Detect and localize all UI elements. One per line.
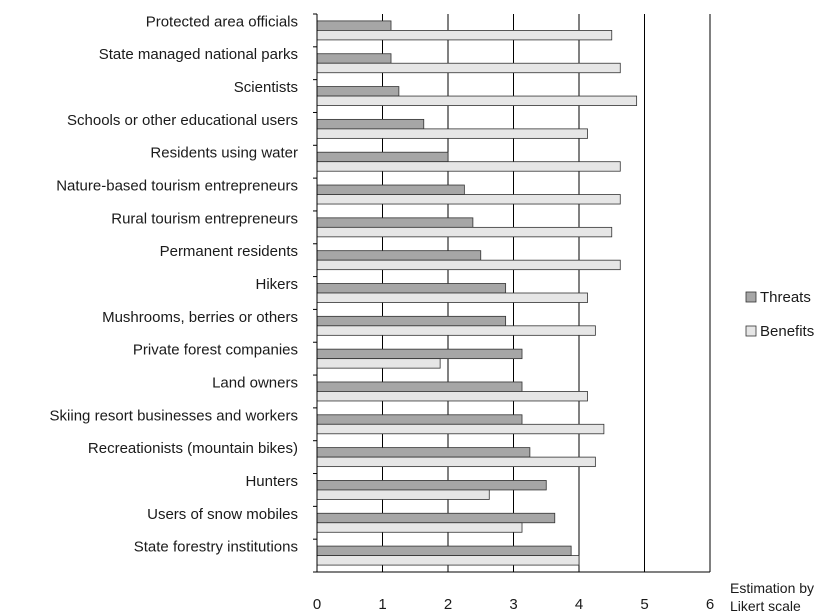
x-axis-title-line-2: Likert scale bbox=[730, 598, 801, 614]
benefits-bar bbox=[316, 259, 621, 271]
category-label: Hikers bbox=[255, 276, 298, 293]
x-tick-label: 3 bbox=[509, 596, 517, 613]
benefits-bar bbox=[316, 358, 441, 369]
benefits-legend-swatch bbox=[745, 325, 757, 337]
threats-bar bbox=[316, 315, 507, 327]
x-tick-label: 0 bbox=[313, 596, 321, 613]
benefits-bar bbox=[316, 391, 588, 402]
category-label: Hunters bbox=[245, 473, 298, 490]
benefits-bar bbox=[316, 522, 523, 533]
category-label: Nature-based tourism entrepreneurs bbox=[56, 178, 298, 195]
threats-bar bbox=[316, 283, 507, 294]
category-label: Protected area officials bbox=[146, 13, 298, 30]
threats-bar bbox=[316, 381, 523, 392]
category-label: Private forest companies bbox=[133, 342, 298, 359]
axes bbox=[313, 13, 710, 573]
benefits-bar bbox=[316, 128, 588, 139]
threats-bar bbox=[316, 118, 425, 130]
threats-bar bbox=[316, 151, 449, 163]
benefits-bar bbox=[316, 555, 580, 566]
threats-bar bbox=[316, 53, 392, 64]
category-label: Mushrooms, berries or others bbox=[102, 309, 298, 326]
legend: Threats Benefits bbox=[745, 289, 814, 340]
benefits-bar bbox=[316, 456, 596, 468]
benefits-bar bbox=[316, 325, 596, 336]
benefits-bar bbox=[316, 194, 621, 205]
threats-bar bbox=[316, 250, 482, 261]
bars bbox=[316, 20, 638, 566]
threats-bar bbox=[316, 414, 523, 425]
legend-label: Threats bbox=[760, 289, 811, 306]
threats-bar bbox=[316, 348, 523, 360]
threats-bar bbox=[316, 217, 474, 228]
threats-bar bbox=[316, 447, 531, 458]
category-label: Land owners bbox=[212, 374, 298, 391]
legend-label: Benefits bbox=[760, 323, 814, 340]
category-label: Scientists bbox=[234, 79, 298, 96]
benefits-bar bbox=[316, 489, 490, 500]
threats-bar bbox=[316, 512, 556, 524]
x-tick-label: 1 bbox=[378, 596, 386, 613]
threats-legend-swatch bbox=[745, 291, 757, 303]
benefits-bar bbox=[316, 292, 588, 303]
benefits-bar bbox=[316, 423, 605, 435]
category-label: Skiing resort businesses and workers bbox=[50, 407, 298, 424]
category-label: Schools or other educational users bbox=[67, 112, 298, 129]
benefits-bar bbox=[316, 95, 638, 106]
category-label: Users of snow mobiles bbox=[147, 506, 298, 523]
x-tick-label: 2 bbox=[444, 596, 452, 613]
x-tick-label: 6 bbox=[706, 596, 714, 613]
category-labels: Protected area officials State managed na… bbox=[50, 13, 298, 555]
threats-bar bbox=[316, 480, 547, 491]
x-tick-label: 5 bbox=[640, 596, 648, 613]
benefits-bar bbox=[316, 226, 613, 238]
threats-bar bbox=[316, 20, 392, 31]
category-label: State managed national parks bbox=[99, 46, 298, 63]
x-tick-labels: 0 1 2 3 4 5 6 bbox=[313, 596, 714, 613]
category-label: Rural tourism entrepreneurs bbox=[111, 210, 298, 227]
threats-bar bbox=[316, 184, 465, 195]
category-label: Recreationists (mountain bikes) bbox=[88, 440, 298, 457]
benefits-bar bbox=[316, 30, 613, 41]
threats-bar bbox=[316, 86, 400, 97]
category-label: Permanent residents bbox=[160, 243, 298, 260]
category-label: Residents using water bbox=[150, 145, 298, 162]
x-tick-label: 4 bbox=[575, 596, 583, 613]
threats-bar bbox=[316, 545, 572, 556]
category-label: State forestry institutions bbox=[134, 539, 298, 556]
x-axis-title-line-1: Estimation by bbox=[730, 580, 814, 596]
benefits-bar bbox=[316, 161, 621, 172]
benefits-bar bbox=[316, 62, 621, 74]
